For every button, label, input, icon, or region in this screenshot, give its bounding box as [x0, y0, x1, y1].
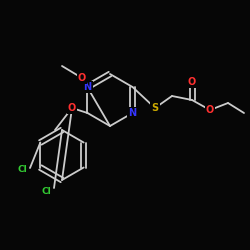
Text: Cl: Cl: [41, 188, 51, 196]
Text: O: O: [78, 73, 86, 83]
Text: S: S: [152, 103, 158, 113]
Text: O: O: [188, 77, 196, 87]
Text: O: O: [68, 103, 76, 113]
Text: O: O: [206, 105, 214, 115]
Text: N: N: [128, 108, 136, 118]
Text: Cl: Cl: [17, 166, 27, 174]
Text: N: N: [84, 82, 92, 92]
